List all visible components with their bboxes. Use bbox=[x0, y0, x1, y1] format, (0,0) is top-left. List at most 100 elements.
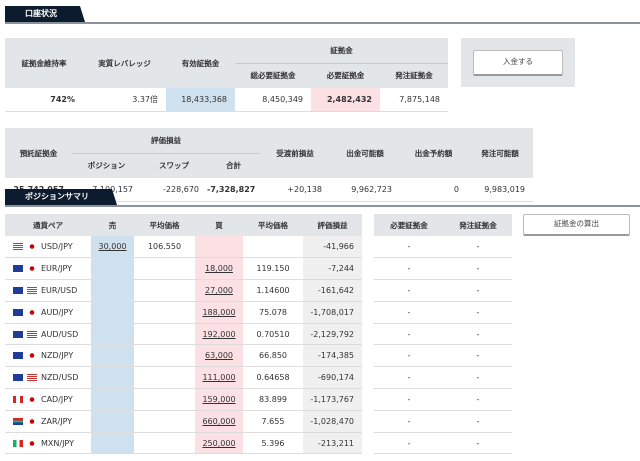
order-margin-value: - bbox=[444, 366, 512, 390]
buy-link[interactable]: 18,000 bbox=[205, 264, 233, 274]
buy-avg-price: 66.850 bbox=[243, 344, 303, 368]
buy-avg-price: 0.64658 bbox=[243, 366, 303, 390]
buy-amount[interactable]: 27,000 bbox=[195, 279, 243, 302]
buy-link[interactable]: 250,000 bbox=[202, 438, 236, 448]
total-pl-value: -7,328,827 bbox=[207, 178, 260, 202]
currency-pair[interactable]: USD/JPY bbox=[5, 236, 91, 259]
currency-pair[interactable]: NZD/JPY bbox=[5, 344, 91, 368]
header-total-required: 総必要証拠金 bbox=[235, 62, 311, 88]
header-pl: 評価損益 bbox=[303, 214, 362, 236]
buy-link[interactable]: 159,000 bbox=[202, 394, 236, 404]
buy-link[interactable]: 192,000 bbox=[202, 329, 236, 339]
buy-amount[interactable]: 188,000 bbox=[195, 301, 243, 324]
required-margin-value: - bbox=[374, 366, 444, 390]
pl-value: -1,028,470 bbox=[303, 410, 362, 433]
flag-ca-icon bbox=[13, 395, 23, 403]
buy-link[interactable]: 63,000 bbox=[205, 351, 233, 361]
currency-pair[interactable]: CAD/JPY bbox=[5, 388, 91, 411]
sell-link[interactable]: 30,000 bbox=[98, 242, 127, 252]
leverage-value: 3.37倍 bbox=[83, 88, 166, 112]
currency-pair[interactable]: MXN/JPY bbox=[5, 432, 91, 455]
buy-avg-price: 119.150 bbox=[243, 257, 303, 281]
buy-link[interactable]: 111,000 bbox=[202, 373, 236, 383]
buy-link[interactable]: 660,000 bbox=[202, 416, 236, 426]
sell-amount bbox=[91, 410, 134, 433]
buy-amount[interactable]: 660,000 bbox=[195, 410, 243, 433]
header-sell: 売 bbox=[91, 214, 134, 236]
flag-mx-icon bbox=[13, 439, 23, 447]
flag-us-icon bbox=[27, 330, 37, 338]
buy-avg-price: 0.70510 bbox=[243, 323, 303, 346]
deposit-panel: 入金する bbox=[461, 38, 575, 87]
account-status-tab[interactable]: 口座状況 bbox=[5, 6, 85, 22]
flag-eu-icon bbox=[13, 265, 23, 273]
header-required-margin: 必要証拠金 bbox=[374, 214, 444, 236]
header-pl-group: 評価損益 bbox=[72, 128, 260, 153]
calc-margin-button[interactable]: 証拠金の算出 bbox=[523, 214, 630, 236]
buy-amount[interactable]: 192,000 bbox=[195, 323, 243, 346]
margin-row: -- bbox=[374, 388, 512, 411]
positions-table: 通貨ペア 売 平均価格 買 平均価格 評価損益 USD/JPY 30,000 1… bbox=[5, 214, 362, 455]
header-withdraw-reserved: 出金予約額 bbox=[400, 128, 467, 178]
buy-amount[interactable]: 63,000 bbox=[195, 344, 243, 368]
currency-pair[interactable]: ZAR/JPY bbox=[5, 410, 91, 433]
currency-pair[interactable]: EUR/JPY bbox=[5, 257, 91, 281]
pair-label: EUR/JPY bbox=[41, 264, 73, 274]
buy-amount[interactable]: 250,000 bbox=[195, 432, 243, 455]
currency-pair[interactable]: EUR/USD bbox=[5, 279, 91, 302]
sell-avg-price bbox=[134, 301, 195, 324]
deposit-button[interactable]: 入金する bbox=[473, 50, 563, 76]
buy-amount[interactable]: 18,000 bbox=[195, 257, 243, 281]
currency-pair[interactable]: AUD/USD bbox=[5, 323, 91, 346]
buy-avg-price: 83.899 bbox=[243, 388, 303, 411]
sell-amount bbox=[91, 366, 134, 390]
buy-amount[interactable]: 159,000 bbox=[195, 388, 243, 411]
sell-avg-price bbox=[134, 257, 195, 281]
pl-value: -213,211 bbox=[303, 432, 362, 455]
maintenance-rate-value: 742% bbox=[5, 88, 83, 112]
sell-avg-price bbox=[134, 388, 195, 411]
table-row: NZD/USD 111,000 0.64658 -690,174 bbox=[5, 366, 362, 390]
buy-avg-price: 7.655 bbox=[243, 410, 303, 433]
required-margin-value: - bbox=[374, 301, 444, 324]
total-required-value: 8,450,349 bbox=[235, 88, 311, 112]
order-margin-value: 7,875,148 bbox=[380, 88, 448, 112]
pl-value: -1,173,767 bbox=[303, 388, 362, 411]
buy-amount[interactable]: 111,000 bbox=[195, 366, 243, 390]
header-orderable: 発注可能額 bbox=[467, 128, 533, 178]
pl-value: -161,642 bbox=[303, 279, 362, 302]
position-summary-tab[interactable]: ポジションサマリ bbox=[5, 189, 117, 205]
header-pair: 通貨ペア bbox=[5, 214, 91, 236]
buy-link[interactable]: 27,000 bbox=[205, 285, 233, 295]
header-effective-margin: 有効証拠金 bbox=[166, 38, 235, 88]
flag-au-icon bbox=[13, 330, 23, 338]
header-withdrawable: 出金可能額 bbox=[330, 128, 400, 178]
required-margin-value: - bbox=[374, 257, 444, 281]
required-margin-value: - bbox=[374, 410, 444, 433]
required-margin-value: - bbox=[374, 388, 444, 411]
pl-value: -1,708,017 bbox=[303, 301, 362, 324]
margin-row: -- bbox=[374, 410, 512, 433]
sell-avg-price bbox=[134, 323, 195, 346]
flag-us-icon bbox=[27, 374, 37, 382]
pair-label: ZAR/JPY bbox=[41, 416, 73, 426]
sell-amount bbox=[91, 257, 134, 281]
required-margin-value: - bbox=[374, 323, 444, 346]
table-row: CAD/JPY 159,000 83.899 -1,173,767 bbox=[5, 388, 362, 411]
sell-amount bbox=[91, 388, 134, 411]
flag-nz-icon bbox=[13, 352, 23, 360]
margin-row: -- bbox=[374, 432, 512, 455]
margin-row: -- bbox=[374, 366, 512, 390]
buy-link[interactable]: 188,000 bbox=[202, 307, 236, 317]
order-margin-value: - bbox=[444, 301, 512, 324]
table-row: MXN/JPY 250,000 5.396 -213,211 bbox=[5, 432, 362, 455]
table-row: AUD/JPY 188,000 75.078 -1,708,017 bbox=[5, 301, 362, 324]
currency-pair[interactable]: AUD/JPY bbox=[5, 301, 91, 324]
sell-avg-price bbox=[134, 279, 195, 302]
order-margin-value: - bbox=[444, 410, 512, 433]
header-margin-group: 証拠金 bbox=[235, 38, 448, 63]
flag-jp-icon bbox=[27, 265, 37, 273]
table-row: EUR/JPY 18,000 119.150 -7,244 bbox=[5, 257, 362, 281]
currency-pair[interactable]: NZD/USD bbox=[5, 366, 91, 390]
sell-amount[interactable]: 30,000 bbox=[91, 236, 134, 259]
